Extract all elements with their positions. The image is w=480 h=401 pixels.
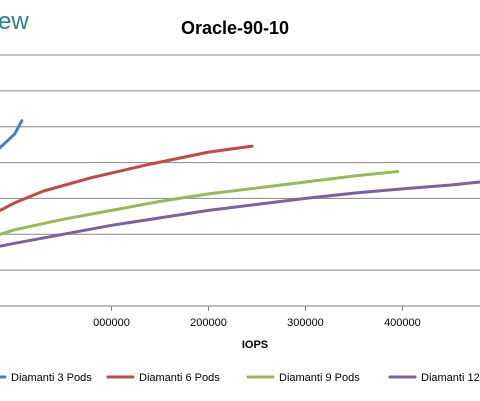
series-line-4 xyxy=(0,180,480,248)
x-axis-title: IOPS xyxy=(242,339,268,351)
legend-label-2: Diamanti 6 Pods xyxy=(139,372,220,384)
x-tick-label: 000000 xyxy=(93,317,130,329)
x-tick-label: 200000 xyxy=(190,317,227,329)
grid-lines xyxy=(0,54,480,307)
logo-fragment: ew xyxy=(0,8,29,35)
legend-label-4: Diamanti 12 xyxy=(421,372,480,384)
series-line-3 xyxy=(0,170,400,236)
x-tick-label: 300000 xyxy=(287,317,324,329)
legend: Diamanti 3 Pods Diamanti 6 Pods Diamanti 9… xyxy=(0,372,480,384)
series-lines xyxy=(0,119,480,248)
legend-label-3: Diamanti 9 Pods xyxy=(279,372,360,384)
legend-label-1: Diamanti 3 Pods xyxy=(11,372,92,384)
chart-title: Oracle-90-10 xyxy=(181,18,289,38)
series-line-1 xyxy=(0,119,24,150)
x-tick-label: 400000 xyxy=(384,317,421,329)
x-axis: 000000 200000 300000 400000 xyxy=(93,306,421,329)
series-line-2 xyxy=(0,144,254,212)
